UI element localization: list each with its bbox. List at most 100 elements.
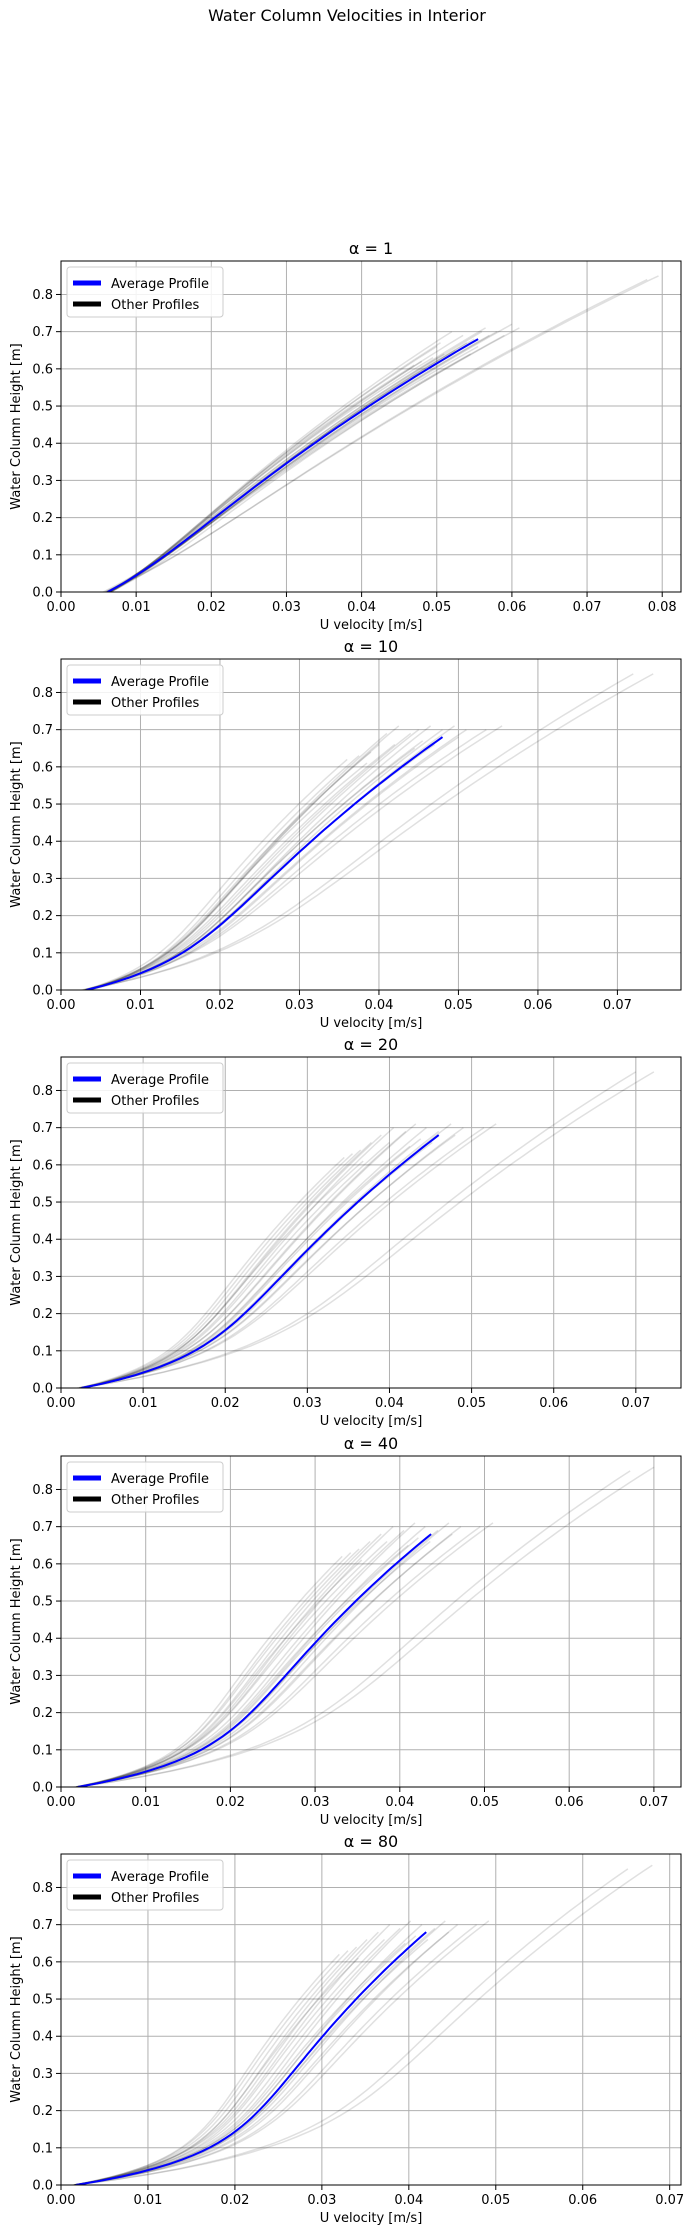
profile-lines xyxy=(81,673,654,990)
profile-lines xyxy=(77,1071,655,1388)
legend-label: Other Profiles xyxy=(111,1493,199,1508)
y-tick-label: 0.1 xyxy=(32,2141,53,2156)
y-tick-label: 0.5 xyxy=(32,798,53,813)
other-profile-line xyxy=(79,1552,352,1787)
legend-label: Other Profiles xyxy=(111,1891,199,1906)
axes-frame xyxy=(60,260,682,593)
other-profile-line xyxy=(86,751,372,990)
other-profile-line xyxy=(82,1141,390,1388)
other-profile-line xyxy=(86,743,396,990)
y-tick-label: 0.6 xyxy=(32,1557,53,1572)
legend: Average Profile Other Profiles xyxy=(66,1859,224,1911)
other-profile-line xyxy=(76,1938,368,2185)
other-profile-line xyxy=(87,729,443,990)
y-tick-label: 0.8 xyxy=(32,1483,53,1498)
y-tick-label: 0.2 xyxy=(32,909,53,924)
x-tick-label: 0.01 xyxy=(133,2193,162,2208)
other-profile-line xyxy=(73,1950,349,2185)
x-tick-label: 0.05 xyxy=(481,2193,510,2208)
other-profile-line xyxy=(77,1555,343,1787)
y-tick-label: 0.2 xyxy=(32,1307,53,1322)
other-profile-line xyxy=(77,1123,497,1388)
subplot-2: 0.00 0.01 0.02 0.03 0.04 0.05 0.06 0.07 0.0 0.1 0.… xyxy=(9,637,682,1031)
x-tick-label: 0.04 xyxy=(364,998,393,1013)
average-profile-line xyxy=(86,736,444,990)
y-tick-label: 0.1 xyxy=(32,1344,53,1359)
y-tick-label: 0.3 xyxy=(32,1669,53,1684)
x-tick-label: 0.05 xyxy=(422,600,451,615)
other-profile-line xyxy=(79,1533,382,1787)
x-tick-label: 0.04 xyxy=(375,1396,404,1411)
y-axis-label: Water Column Height [m] xyxy=(9,343,24,509)
other-profile-line xyxy=(107,357,434,592)
y-tick-label: 0.8 xyxy=(32,1881,53,1896)
other-profile-line xyxy=(76,1957,359,2185)
axes-frame xyxy=(60,1056,682,1389)
other-profile-line xyxy=(86,732,412,990)
y-tick-label: 0.7 xyxy=(32,1121,53,1136)
legend-box xyxy=(66,1859,224,1911)
subplot-title: α = 80 xyxy=(344,1832,398,1851)
x-tick-label: 0.05 xyxy=(470,1795,499,1810)
y-tick-label: 0.7 xyxy=(32,723,53,738)
other-profile-line xyxy=(74,1522,494,1787)
legend-box xyxy=(66,266,224,318)
y-tick-label: 0.3 xyxy=(32,2067,53,2082)
y-tick-label: 0.3 xyxy=(32,872,53,887)
other-profile-line xyxy=(84,729,467,990)
axes-frame xyxy=(60,658,682,991)
subplot-5: 0.00 0.01 0.02 0.03 0.04 0.05 0.06 0.07 0.0 0.1 0.… xyxy=(9,1832,684,2226)
legend-label: Average Profile xyxy=(111,1073,209,1088)
other-profile-line xyxy=(75,1924,423,2185)
other-profile-line xyxy=(74,1920,446,2185)
other-profile-line xyxy=(86,725,455,990)
legend: Average Profile Other Profiles xyxy=(66,266,224,318)
average-profile-line xyxy=(75,1931,427,2185)
other-profile-line xyxy=(108,345,438,592)
other-profile-line xyxy=(87,729,420,990)
x-tick-label: 0.07 xyxy=(621,1396,650,1411)
average-profile-line xyxy=(107,338,479,592)
y-tick-label: 0.5 xyxy=(32,400,53,415)
other-profile-line xyxy=(87,747,416,990)
other-profile-line xyxy=(79,1559,363,1787)
other-profile-line xyxy=(107,353,471,592)
other-profile-line xyxy=(77,1470,631,1787)
subplot-3: 0.00 0.01 0.02 0.03 0.04 0.05 0.06 0.07 0.0 0.1 0.… xyxy=(9,1035,682,1429)
x-tick-label: 0.00 xyxy=(47,2193,76,2208)
x-axis-label: U velocity [m/s] xyxy=(320,1813,423,1828)
y-tick-label: 0.4 xyxy=(32,437,53,452)
other-profile-line xyxy=(80,1127,464,1388)
other-profile-line xyxy=(80,1134,382,1388)
other-profile-line xyxy=(86,762,368,990)
y-axis-label: Water Column Height [m] xyxy=(9,1538,24,1704)
x-tick-label: 0.03 xyxy=(285,998,314,1013)
y-tick-label: 0.2 xyxy=(32,1706,53,1721)
profile-lines xyxy=(102,275,659,592)
x-tick-label: 0.02 xyxy=(197,600,226,615)
x-tick-label: 0.07 xyxy=(603,998,632,1013)
other-profile-line xyxy=(73,1927,436,2185)
y-tick-label: 0.5 xyxy=(32,1196,53,1211)
x-tick-label: 0.01 xyxy=(126,998,155,1013)
x-tick-label: 0.07 xyxy=(639,1795,668,1810)
profile-lines xyxy=(73,1864,653,2185)
y-tick-label: 0.0 xyxy=(32,1781,53,1796)
y-tick-label: 0.5 xyxy=(32,1993,53,2008)
x-tick-label: 0.04 xyxy=(385,1795,414,1810)
y-tick-label: 0.4 xyxy=(32,1233,53,1248)
y-tick-label: 0.8 xyxy=(32,288,53,303)
other-profile-line xyxy=(75,1931,379,2185)
y-tick-label: 0.1 xyxy=(32,946,53,961)
average-profile-line xyxy=(81,1134,440,1388)
legend: Average Profile Other Profiles xyxy=(66,1461,224,1513)
y-axis-label: Water Column Height [m] xyxy=(9,1139,24,1305)
y-tick-label: 0.0 xyxy=(32,2179,53,2194)
y-tick-label: 0.3 xyxy=(32,1270,53,1285)
other-profile-line xyxy=(83,1145,411,1388)
other-profile-line xyxy=(110,334,505,592)
other-profile-line xyxy=(83,1130,407,1388)
other-profile-line xyxy=(73,1864,653,2185)
legend: Average Profile Other Profiles xyxy=(66,1062,224,1114)
other-profile-line xyxy=(74,1924,478,2185)
